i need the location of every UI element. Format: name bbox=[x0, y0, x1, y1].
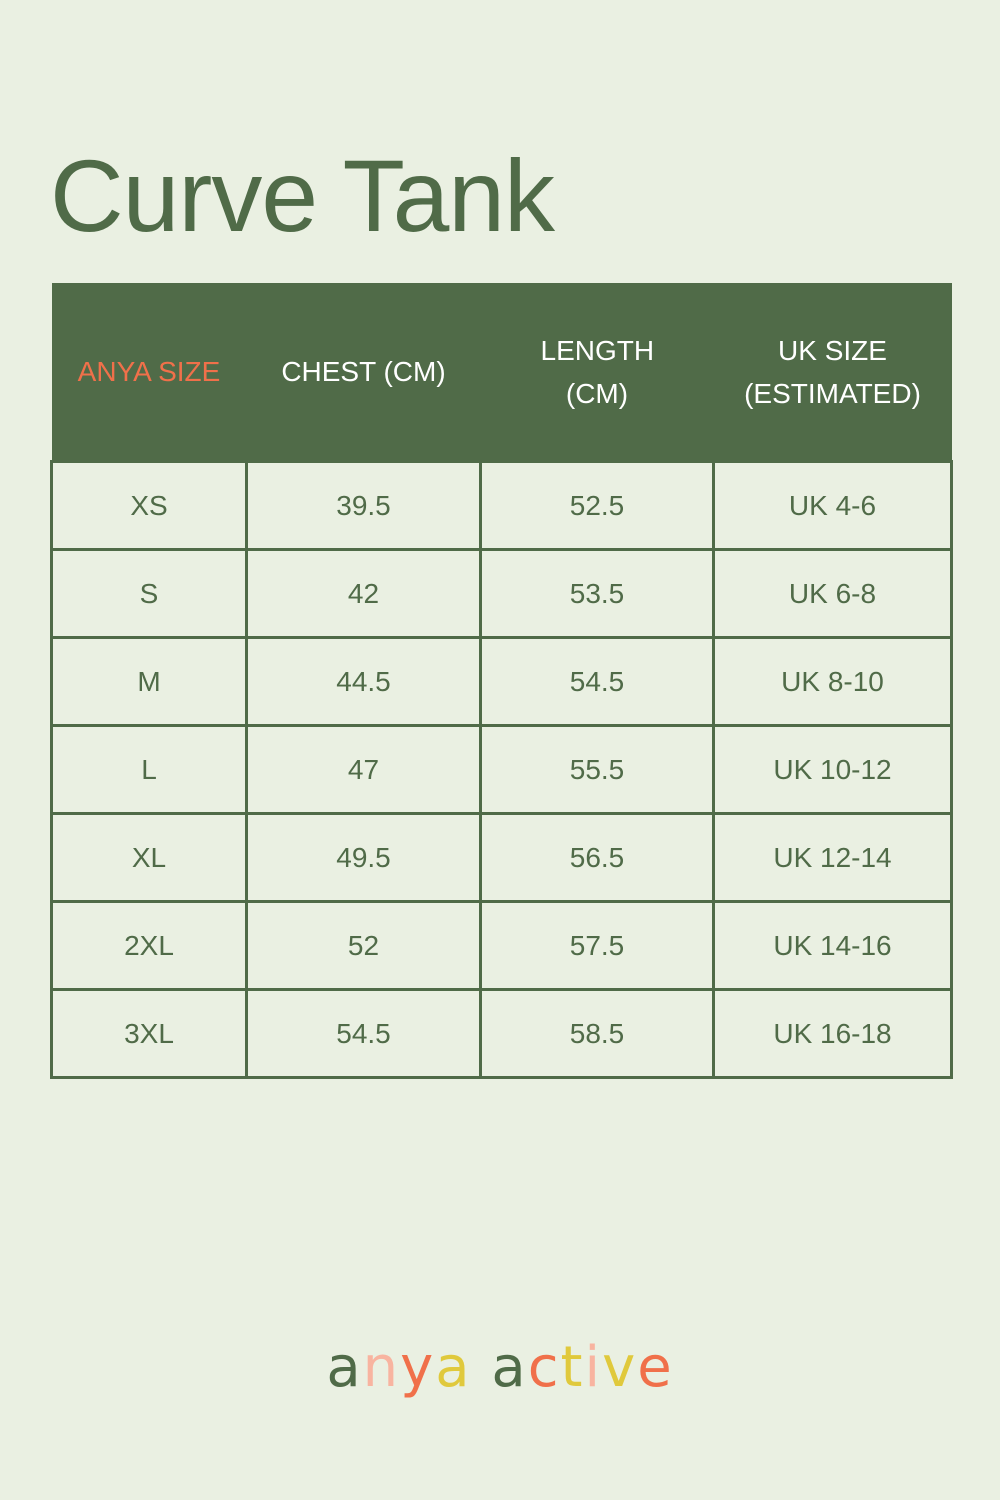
header-anya-size: ANYA SIZE bbox=[51, 283, 247, 462]
logo-letter: n bbox=[362, 1335, 401, 1400]
logo-letter: t bbox=[560, 1335, 585, 1400]
size-cell: XS bbox=[50, 460, 248, 551]
logo-letter: v bbox=[602, 1335, 638, 1400]
chest-cell: 39.5 bbox=[245, 460, 482, 551]
chest-cell: 42 bbox=[245, 548, 482, 639]
uk-size-cell: UK 10-12 bbox=[712, 724, 953, 815]
size-cell: L bbox=[50, 724, 248, 815]
size-cell: XL bbox=[50, 812, 248, 903]
uk-size-cell: UK 14-16 bbox=[712, 900, 953, 991]
uk-size-cell: UK 12-14 bbox=[712, 812, 953, 903]
size-cell: 2XL bbox=[50, 900, 248, 991]
chest-cell: 47 bbox=[245, 724, 482, 815]
size-cell: M bbox=[50, 636, 248, 727]
uk-size-cell: UK 16-18 bbox=[712, 988, 953, 1079]
table-header-row: ANYA SIZE CHEST (CM) LENGTH (CM) UK SIZE… bbox=[51, 283, 952, 462]
table-row: 2XL 52 57.5 UK 14-16 bbox=[50, 900, 953, 991]
chest-cell: 54.5 bbox=[245, 988, 482, 1079]
chest-cell: 44.5 bbox=[245, 636, 482, 727]
length-cell: 56.5 bbox=[479, 812, 715, 903]
header-length: LENGTH (CM) bbox=[480, 283, 714, 462]
logo-letter: c bbox=[527, 1335, 561, 1400]
length-cell: 55.5 bbox=[479, 724, 715, 815]
logo-letter: a bbox=[326, 1335, 363, 1400]
table-row: L 47 55.5 UK 10-12 bbox=[50, 724, 953, 815]
uk-size-cell: UK 8-10 bbox=[712, 636, 953, 727]
chest-cell: 49.5 bbox=[245, 812, 482, 903]
table-row: XS 39.5 52.5 UK 4-6 bbox=[50, 460, 953, 551]
logo-letter: e bbox=[637, 1335, 674, 1400]
logo-letter: a bbox=[435, 1335, 472, 1400]
uk-size-cell: UK 6-8 bbox=[712, 548, 953, 639]
size-cell: 3XL bbox=[50, 988, 248, 1079]
length-cell: 58.5 bbox=[479, 988, 715, 1079]
length-cell: 52.5 bbox=[479, 460, 715, 551]
length-cell: 57.5 bbox=[479, 900, 715, 991]
size-cell: S bbox=[50, 548, 248, 639]
logo-letter: y bbox=[400, 1335, 436, 1400]
anya-active-logo: anya active bbox=[0, 1335, 1000, 1400]
table-row: M 44.5 54.5 UK 8-10 bbox=[50, 636, 953, 727]
header-chest: CHEST (CM) bbox=[246, 283, 481, 462]
table-row: 3XL 54.5 58.5 UK 16-18 bbox=[50, 988, 953, 1079]
header-uk-size: UK SIZE (ESTIMATED) bbox=[713, 283, 952, 462]
table-row: XL 49.5 56.5 UK 12-14 bbox=[50, 812, 953, 903]
table-row: S 42 53.5 UK 6-8 bbox=[50, 548, 953, 639]
logo-letter bbox=[472, 1335, 492, 1400]
logo-letter: i bbox=[584, 1335, 603, 1400]
length-cell: 54.5 bbox=[479, 636, 715, 727]
length-cell: 53.5 bbox=[479, 548, 715, 639]
page-title: Curve Tank bbox=[50, 139, 555, 253]
chest-cell: 52 bbox=[245, 900, 482, 991]
logo-letter: a bbox=[491, 1335, 528, 1400]
uk-size-cell: UK 4-6 bbox=[712, 460, 953, 551]
size-chart-table: ANYA SIZE CHEST (CM) LENGTH (CM) UK SIZE… bbox=[50, 283, 953, 1079]
